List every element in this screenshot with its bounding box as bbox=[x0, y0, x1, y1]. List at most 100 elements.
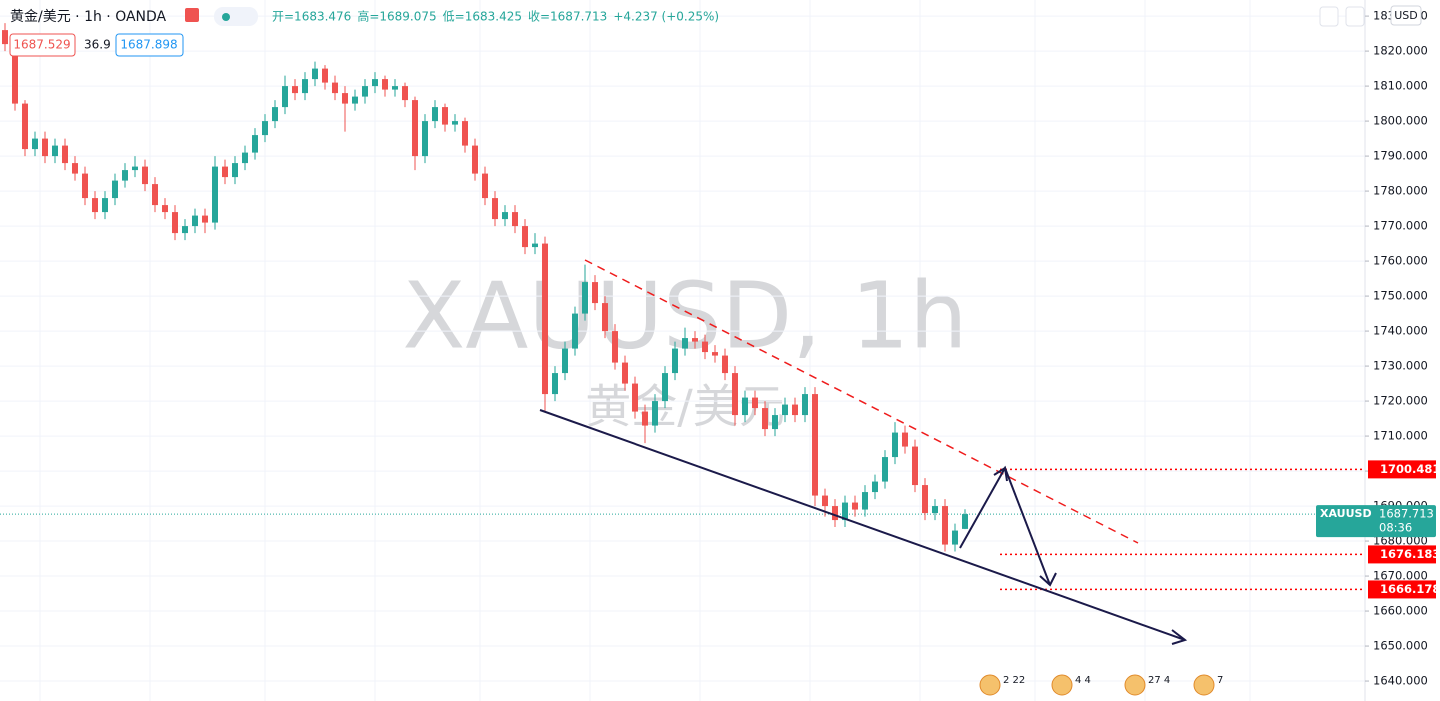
y-tick-label: 1810.000 bbox=[1373, 79, 1428, 93]
candle-body bbox=[672, 348, 678, 374]
event-icon bbox=[1051, 674, 1073, 696]
candle-body bbox=[572, 313, 578, 349]
candle-body bbox=[322, 68, 328, 83]
candle-body bbox=[452, 121, 458, 125]
ohlc-value: 低=1683.425 bbox=[443, 10, 522, 24]
candle-body bbox=[772, 415, 778, 430]
candle-body bbox=[332, 82, 338, 94]
candle-body bbox=[752, 397, 758, 409]
spread: 36.9 bbox=[84, 38, 111, 52]
candle-body bbox=[912, 446, 918, 486]
candle-body bbox=[602, 303, 608, 332]
candle-body bbox=[832, 506, 838, 521]
bid: 1687.529 bbox=[13, 38, 70, 52]
candle-body bbox=[732, 373, 738, 416]
candle-body bbox=[172, 212, 178, 234]
candle-body bbox=[392, 86, 398, 90]
events: 2 22 4 4 27 4 7 bbox=[979, 674, 1223, 696]
y-tick-label: 1750.000 bbox=[1373, 289, 1428, 303]
candle-body bbox=[422, 121, 428, 157]
candle-body bbox=[132, 166, 138, 171]
candle-body bbox=[622, 362, 628, 384]
event-label: 4 4 bbox=[1075, 675, 1091, 686]
status-pill bbox=[214, 7, 258, 26]
candle-body bbox=[532, 243, 538, 248]
candle-body bbox=[742, 397, 748, 416]
candle-body bbox=[822, 495, 828, 507]
candle-body bbox=[162, 205, 168, 213]
candle-body bbox=[152, 184, 158, 206]
candle-body bbox=[892, 432, 898, 458]
change: +4.237 (+0.25%) bbox=[613, 10, 719, 24]
y-tick-label: 1740.000 bbox=[1373, 324, 1428, 338]
candle-body bbox=[792, 404, 798, 416]
candle-body bbox=[632, 383, 638, 412]
candle-body bbox=[302, 79, 308, 94]
event-label: 27 4 bbox=[1148, 675, 1170, 686]
y-tick-label: 1790.000 bbox=[1373, 149, 1428, 163]
level-tag bbox=[1368, 460, 1436, 479]
candle-body bbox=[232, 163, 238, 178]
candle-body bbox=[922, 485, 928, 514]
symbol-tag: XAUUSD bbox=[1320, 507, 1372, 520]
candle-body bbox=[82, 173, 88, 199]
candle-body bbox=[722, 355, 728, 374]
candle-body bbox=[102, 198, 108, 213]
candle-body bbox=[222, 166, 228, 178]
candle-body bbox=[292, 86, 298, 94]
candle-body bbox=[782, 404, 788, 416]
y-tick-label: 1710.000 bbox=[1373, 429, 1428, 443]
ask-box[interactable] bbox=[115, 33, 184, 57]
level-tag bbox=[1368, 580, 1436, 599]
symbol: 黄金/美元 · 1h · OANDA bbox=[10, 8, 167, 25]
candle-body bbox=[852, 502, 858, 510]
status-dot bbox=[222, 13, 230, 21]
candle-body bbox=[282, 86, 288, 108]
candle-body bbox=[522, 226, 528, 248]
event-label: 7 bbox=[1217, 675, 1223, 686]
candle-body bbox=[482, 173, 488, 199]
level-label: 1666.178 bbox=[1380, 582, 1440, 596]
scroll-button[interactable] bbox=[1319, 6, 1339, 27]
candle-body bbox=[902, 432, 908, 447]
candle-body bbox=[312, 68, 318, 80]
candle-body bbox=[262, 121, 268, 136]
ohlc-value: 收=1687.713 bbox=[528, 10, 607, 24]
y-tick-label: 1820.000 bbox=[1373, 44, 1428, 58]
event-icon bbox=[1193, 674, 1215, 696]
candle-body bbox=[592, 282, 598, 304]
candle-body bbox=[352, 96, 358, 104]
event-label: 2 22 bbox=[1003, 675, 1025, 686]
y-tick-label: 1720.000 bbox=[1373, 394, 1428, 408]
y-tick-label: 1800.000 bbox=[1373, 114, 1428, 128]
candle-body bbox=[552, 373, 558, 395]
y-tick-label: 1670.000 bbox=[1373, 569, 1428, 583]
candle-body bbox=[542, 243, 548, 395]
candles bbox=[2, 23, 968, 552]
candle-body bbox=[682, 338, 688, 349]
reset-button[interactable] bbox=[1345, 6, 1365, 27]
currency-button[interactable] bbox=[1390, 5, 1422, 26]
candle-body bbox=[462, 121, 468, 146]
y-tick-label: 1660.000 bbox=[1373, 604, 1428, 618]
price-tag-label: 1687.713 bbox=[1379, 507, 1434, 521]
bid-box[interactable] bbox=[9, 33, 76, 57]
candle-body bbox=[692, 338, 698, 342]
candle-body bbox=[662, 373, 668, 402]
levels bbox=[0, 468, 1365, 591]
candle-body bbox=[652, 401, 658, 426]
grid bbox=[0, 15, 1365, 682]
y-tick-label: 1730.000 bbox=[1373, 359, 1428, 373]
candle-body bbox=[192, 215, 198, 227]
candle-body bbox=[812, 394, 818, 496]
candle-body bbox=[272, 107, 278, 122]
candle-body bbox=[2, 30, 8, 45]
candle-body bbox=[612, 331, 618, 363]
level-label: 1700.481 bbox=[1380, 462, 1440, 476]
event-icon bbox=[1124, 674, 1146, 696]
candle-body bbox=[712, 352, 718, 356]
y-tick-label: 1770.000 bbox=[1373, 219, 1428, 233]
support-line bbox=[539, 409, 1186, 641]
